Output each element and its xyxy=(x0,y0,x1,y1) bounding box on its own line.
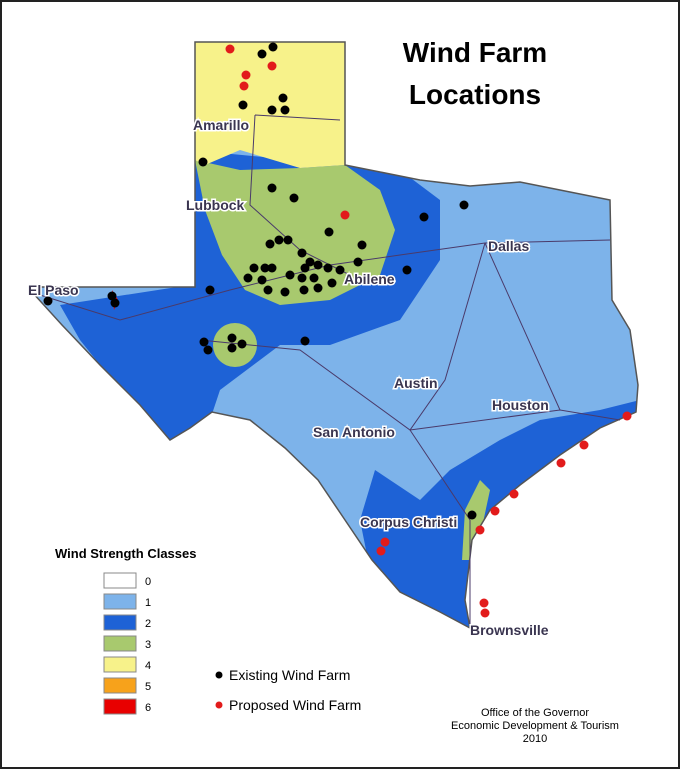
class-3-coast xyxy=(462,480,490,560)
legend-class-label: 3 xyxy=(145,639,151,651)
legend-label: Proposed Wind Farm xyxy=(229,697,361,713)
legend-marker xyxy=(215,671,223,679)
city-label: Dallas xyxy=(488,238,529,254)
city-label: Amarillo xyxy=(193,117,249,133)
city-label: El Paso xyxy=(28,282,79,298)
legend-class-label: 4 xyxy=(145,660,151,672)
legend-swatch xyxy=(103,614,137,631)
legend-swatch xyxy=(103,677,137,694)
city-label: San Antonio xyxy=(313,424,395,440)
legend-swatch xyxy=(103,572,137,589)
credit: Economic Development & Tourism xyxy=(451,720,619,732)
legend-class-label: 5 xyxy=(145,681,151,693)
credit: Office of the Governor xyxy=(481,707,589,719)
legend-marker xyxy=(215,701,223,709)
legend-title: Wind Strength Classes xyxy=(55,546,196,561)
city-label: Abilene xyxy=(344,271,395,287)
city-label: Corpus Christi xyxy=(360,514,457,530)
legend-class-label: 6 xyxy=(145,702,151,714)
proposed-farms xyxy=(225,44,632,618)
legend-swatch xyxy=(103,593,137,610)
existing-farms xyxy=(43,42,477,520)
credit: 2010 xyxy=(523,733,547,745)
legend-swatch xyxy=(103,698,137,715)
city-label: Houston xyxy=(492,397,549,413)
legend-class-label: 2 xyxy=(145,618,151,630)
city-label: Brownsville xyxy=(470,622,549,638)
legend-class-label: 0 xyxy=(145,576,151,588)
highways xyxy=(39,114,621,625)
legend-class-label: 1 xyxy=(145,597,151,609)
city-label: Austin xyxy=(394,375,438,391)
legend: Wind Strength Classes 0 1 2 3 4 5 6 Existing W… xyxy=(55,546,361,715)
legend-swatch xyxy=(103,635,137,652)
class-3-area xyxy=(195,160,395,305)
legend-label: Existing Wind Farm xyxy=(229,667,350,683)
legend-swatch xyxy=(103,656,137,673)
state-outline xyxy=(31,41,639,630)
class-4-area xyxy=(195,42,345,168)
map-title: Wind Farm xyxy=(403,37,547,68)
city-label: Lubbock xyxy=(186,197,245,213)
map-title: Locations xyxy=(409,79,541,110)
